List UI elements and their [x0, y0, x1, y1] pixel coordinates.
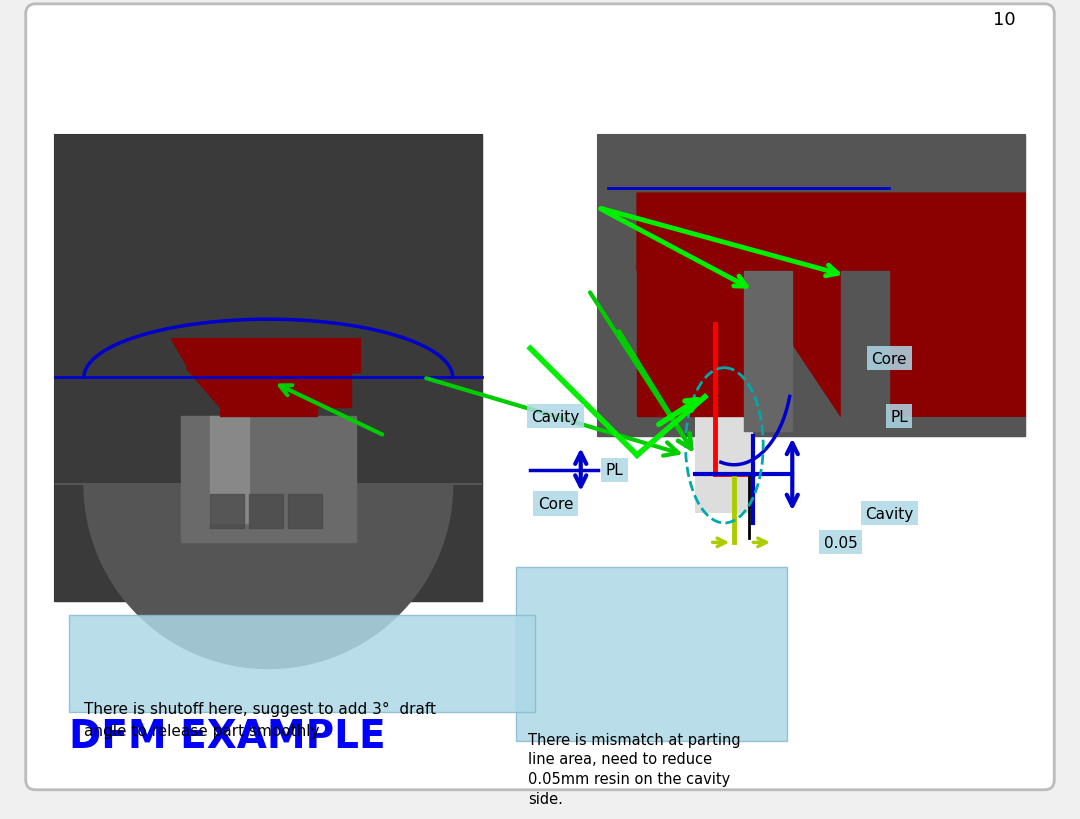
Text: Core: Core	[538, 496, 573, 511]
FancyBboxPatch shape	[69, 615, 536, 713]
FancyBboxPatch shape	[516, 567, 787, 741]
Text: 0.05: 0.05	[824, 536, 858, 550]
Text: PL: PL	[890, 410, 908, 424]
Text: 10: 10	[993, 11, 1015, 29]
Text: There is mismatch at parting
line area, need to reduce
0.05mm resin on the cavit: There is mismatch at parting line area, …	[528, 731, 741, 806]
Polygon shape	[744, 271, 793, 432]
Polygon shape	[172, 339, 361, 407]
Polygon shape	[287, 494, 322, 528]
Text: Cavity: Cavity	[865, 506, 914, 521]
FancyBboxPatch shape	[696, 319, 754, 514]
Polygon shape	[598, 136, 1025, 436]
Polygon shape	[186, 369, 351, 417]
Polygon shape	[181, 417, 355, 543]
Polygon shape	[55, 485, 482, 668]
Text: DFM EXAMPLE: DFM EXAMPLE	[69, 717, 386, 755]
Polygon shape	[211, 494, 244, 528]
Text: PL: PL	[606, 463, 623, 477]
FancyBboxPatch shape	[55, 136, 482, 601]
FancyBboxPatch shape	[598, 136, 1025, 436]
Polygon shape	[841, 271, 889, 432]
Text: There is shutoff here, suggest to add 3°  draft
angle to release part smoothly.: There is shutoff here, suggest to add 3°…	[84, 701, 436, 738]
Polygon shape	[248, 494, 283, 528]
Polygon shape	[637, 271, 754, 417]
Text: Cavity: Cavity	[531, 410, 580, 424]
Polygon shape	[637, 194, 1025, 417]
Text: Core: Core	[872, 351, 907, 366]
FancyBboxPatch shape	[26, 5, 1054, 790]
Polygon shape	[211, 417, 248, 523]
